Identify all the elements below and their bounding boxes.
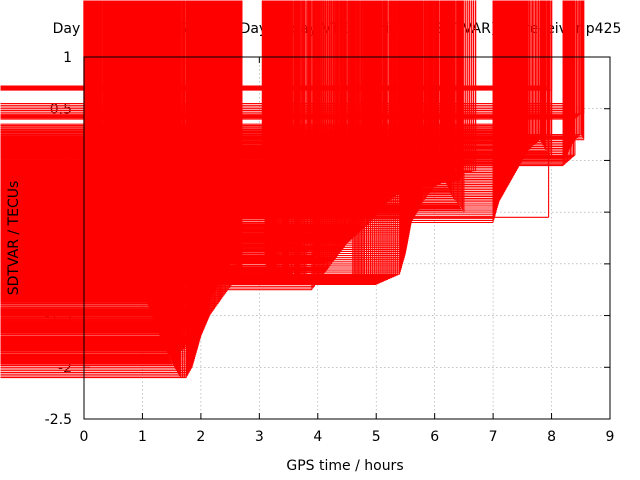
x-tick-label: 4 (313, 429, 322, 445)
y-tick-label: 1 (63, 50, 72, 66)
series-arc-18-points (0, 0, 576, 167)
x-tick-label: 5 (372, 429, 381, 445)
plot-frame (83, 56, 611, 420)
x-tick-label: 7 (489, 429, 498, 445)
x-tick-label: 8 (547, 429, 556, 445)
data-points (0, 0, 585, 379)
x-tick-label: 9 (606, 429, 615, 445)
x-axis-label: GPS time / hours (286, 458, 403, 474)
y-axis-label: SDTVAR / TECUs (6, 181, 22, 296)
series-arc-19-points (0, 0, 550, 218)
x-tick-label: 0 (80, 429, 89, 445)
y-tick-label: -2.5 (45, 412, 72, 428)
x-tick-label: 3 (255, 429, 264, 445)
x-tick-label: 1 (138, 429, 147, 445)
x-tick-label: 2 (196, 429, 205, 445)
x-tick-labels: 0 1 2 3 4 5 6 7 8 9 (80, 429, 615, 445)
x-tick-label: 6 (430, 429, 439, 445)
